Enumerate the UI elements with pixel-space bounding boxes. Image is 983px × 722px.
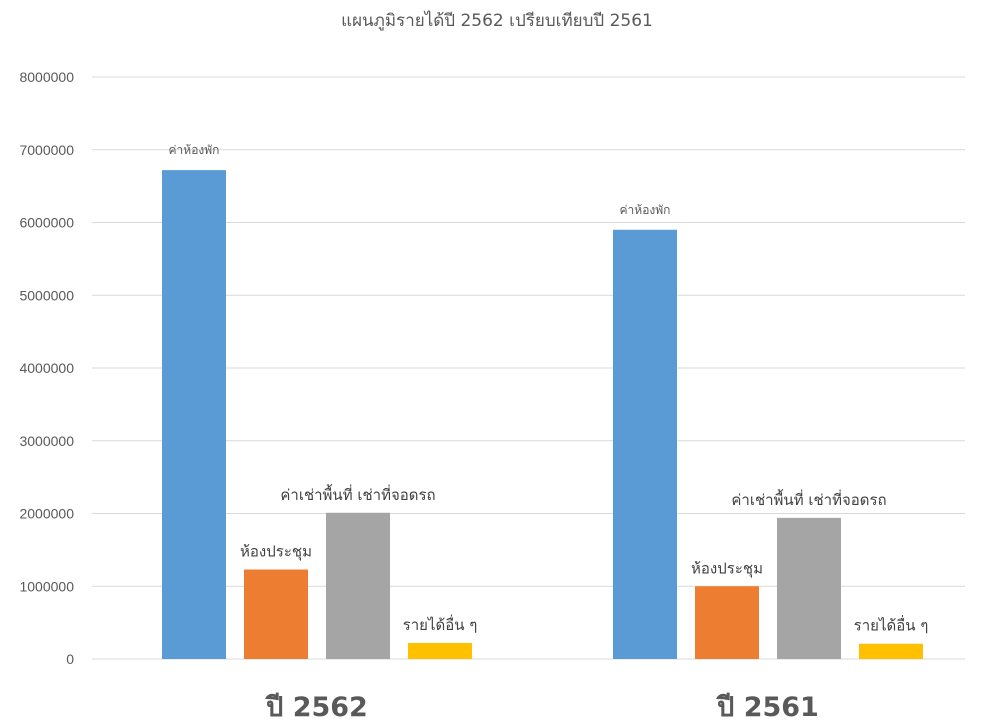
y-tick-label: 5000000 <box>19 287 74 303</box>
bar-labels: ค่าห้องพักห้องประชุม ค่าเช่าพื้นที่ เช่าท… <box>169 143 929 635</box>
chart-title: แผนภูมิรายได้ปี 2562 เปรียบเทียบปี 2561 <box>341 10 653 31</box>
data-label: ห้องประชุม <box>240 543 312 562</box>
grid-lines <box>92 76 965 660</box>
y-tick-label: 0 <box>66 651 74 667</box>
y-axis-ticks: 0 1000000 2000000 3000000 4000000 5000000 6000… <box>19 69 74 667</box>
bar <box>859 643 923 659</box>
y-tick-label: 2000000 <box>19 506 74 522</box>
x-axis-categories: ปี 2562 ปี 2561 <box>265 692 819 722</box>
bar <box>408 642 472 659</box>
data-label: รายได้อื่น ๆ <box>403 614 478 634</box>
data-label: ค่าห้องพัก <box>169 143 220 157</box>
y-tick-label: 6000000 <box>19 215 74 231</box>
x-category-label: ปี 2562 <box>265 692 368 722</box>
data-label: ค่าห้องพัก <box>620 203 671 217</box>
bar <box>162 170 226 659</box>
x-category-label: ปี 2561 <box>716 692 819 722</box>
data-label: รายได้อื่น ๆ <box>854 615 929 635</box>
bar <box>326 512 390 659</box>
y-tick-label: 8000000 <box>19 69 74 85</box>
bar <box>777 517 841 659</box>
data-label: ค่าเช่าพื้นที่ เช่าที่จอดรถ <box>280 484 435 504</box>
bar <box>613 229 677 659</box>
bar <box>244 569 308 659</box>
data-label: ห้องประชุม <box>691 559 763 578</box>
y-tick-label: 4000000 <box>19 360 74 376</box>
y-tick-label: 1000000 <box>19 578 74 594</box>
y-tick-label: 7000000 <box>19 142 74 158</box>
bar <box>695 586 759 659</box>
data-label: ค่าเช่าพื้นที่ เช่าที่จอดรถ <box>731 489 886 509</box>
bars <box>162 170 923 659</box>
y-tick-label: 3000000 <box>19 433 74 449</box>
